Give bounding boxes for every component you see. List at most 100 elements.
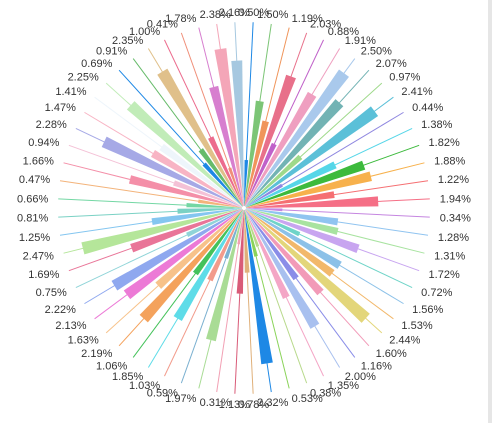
leader-line-60 [180,32,235,180]
leader-lines-layer [58,22,430,394]
slice-label-60: 0.41% [147,18,178,30]
rose-slice-29[interactable] [244,209,258,257]
rose-slice-38[interactable] [192,209,243,276]
rose-slice-26[interactable] [244,209,320,329]
rose-slice-48[interactable] [186,203,243,208]
rose-slice-35[interactable] [224,209,244,259]
rose-slice-21[interactable] [245,208,342,269]
rose-slice-36[interactable] [207,209,244,282]
slice-label-9: 2.41% [401,86,432,98]
leader-line-36 [164,259,220,377]
rose-slice-52[interactable] [101,136,243,208]
slice-label-54: 1.41% [55,86,86,98]
slice-label-61: 1.78% [165,13,196,25]
rose-slice-17[interactable] [245,208,339,226]
rose-slice-4[interactable] [244,142,277,207]
leader-line-0 [245,22,254,174]
rose-slice-37[interactable] [173,209,244,322]
rose-slice-33[interactable] [237,209,244,245]
rose-slice-19[interactable] [245,208,360,254]
rose-slice-16[interactable] [245,208,283,212]
rose-slice-11[interactable] [245,161,337,208]
slice-label-27: 1.35% [328,380,359,392]
rose-slice-3[interactable] [244,74,296,207]
rose-slice-53[interactable] [150,150,243,208]
rose-slice-28[interactable] [244,209,260,247]
slice-label-63: 2.16% [219,7,250,19]
leader-line-48 [58,198,203,207]
rose-slice-32[interactable] [236,209,244,294]
rose-slice-15[interactable] [245,196,379,208]
rose-slice-22[interactable] [245,209,335,277]
rose-slice-58[interactable] [157,68,244,207]
rose-slice-10[interactable] [245,183,283,208]
leader-line-20 [283,226,413,288]
rose-slice-63[interactable] [231,60,244,207]
slices-layer [81,48,379,365]
leader-line-47 [58,209,197,218]
rose-slice-42[interactable] [111,208,243,291]
rose-slice-46[interactable] [151,208,243,226]
leader-line-18 [311,224,425,254]
leader-line-28 [253,235,308,384]
rose-slice-13[interactable] [245,171,372,208]
slice-label-62: 2.38% [200,9,231,21]
slice-label-58: 2.35% [112,35,143,47]
rose-slice-25[interactable] [245,209,299,281]
rose-slice-51[interactable] [173,180,243,208]
rose-slice-5[interactable] [244,91,317,207]
leader-line-45 [63,236,129,254]
slice-label-13: 1.88% [434,155,465,167]
leader-line-8 [284,82,383,172]
slice-label-28: 0.38% [310,388,341,400]
rose-slice-41[interactable] [123,209,243,300]
leader-line-38 [132,254,210,358]
rose-slice-6[interactable] [245,69,350,207]
leader-line-14 [308,180,429,199]
leader-line-58 [147,48,186,111]
rose-slice-20[interactable] [245,208,301,237]
leader-line-40 [105,263,183,334]
rose-slice-27[interactable] [244,209,290,299]
leader-line-31 [245,254,254,394]
rose-slice-49[interactable] [198,199,243,208]
leader-line-6 [315,58,356,112]
rose-slice-60[interactable] [228,167,244,207]
rose-slice-1[interactable] [244,100,264,207]
rose-slice-31[interactable] [244,209,250,273]
rose-slice-43[interactable] [186,208,243,238]
rose-slice-45[interactable] [81,208,243,255]
slice-label-2: 1.19% [292,13,323,25]
rose-slice-59[interactable] [208,136,244,207]
rose-slice-54[interactable] [159,143,243,207]
leader-line-61 [198,27,223,121]
slice-label-53: 1.47% [45,102,76,114]
slice-label-46: 1.25% [19,232,50,244]
rose-slice-18[interactable] [245,208,339,235]
rose-slice-0[interactable] [244,160,249,207]
leader-line-22 [307,254,394,320]
rose-slice-62[interactable] [214,48,244,207]
leader-line-56 [118,69,216,177]
rose-slice-50[interactable] [128,175,243,208]
leader-line-53 [84,111,179,170]
rose-slice-12[interactable] [245,160,366,208]
leader-line-52 [75,128,144,161]
leader-line-62 [216,23,228,94]
slice-label-19: 1.72% [429,269,460,281]
slice-label-12: 1.82% [429,137,460,149]
rose-slice-30[interactable] [244,209,273,365]
rose-slice-34[interactable] [206,209,244,342]
rose-slice-47[interactable] [177,208,243,214]
rose-slice-14[interactable] [245,191,335,208]
rose-slice-61[interactable] [209,85,244,207]
slice-label-23: 2.44% [389,335,420,347]
leader-line-12 [330,144,420,178]
slice-label-38: 1.06% [96,360,127,372]
rose-slice-44[interactable] [130,208,243,253]
leader-line-49 [59,180,212,204]
rose-slice-9[interactable] [245,106,379,207]
rose-slice-2[interactable] [244,120,269,207]
rose-slice-57[interactable] [198,148,243,207]
